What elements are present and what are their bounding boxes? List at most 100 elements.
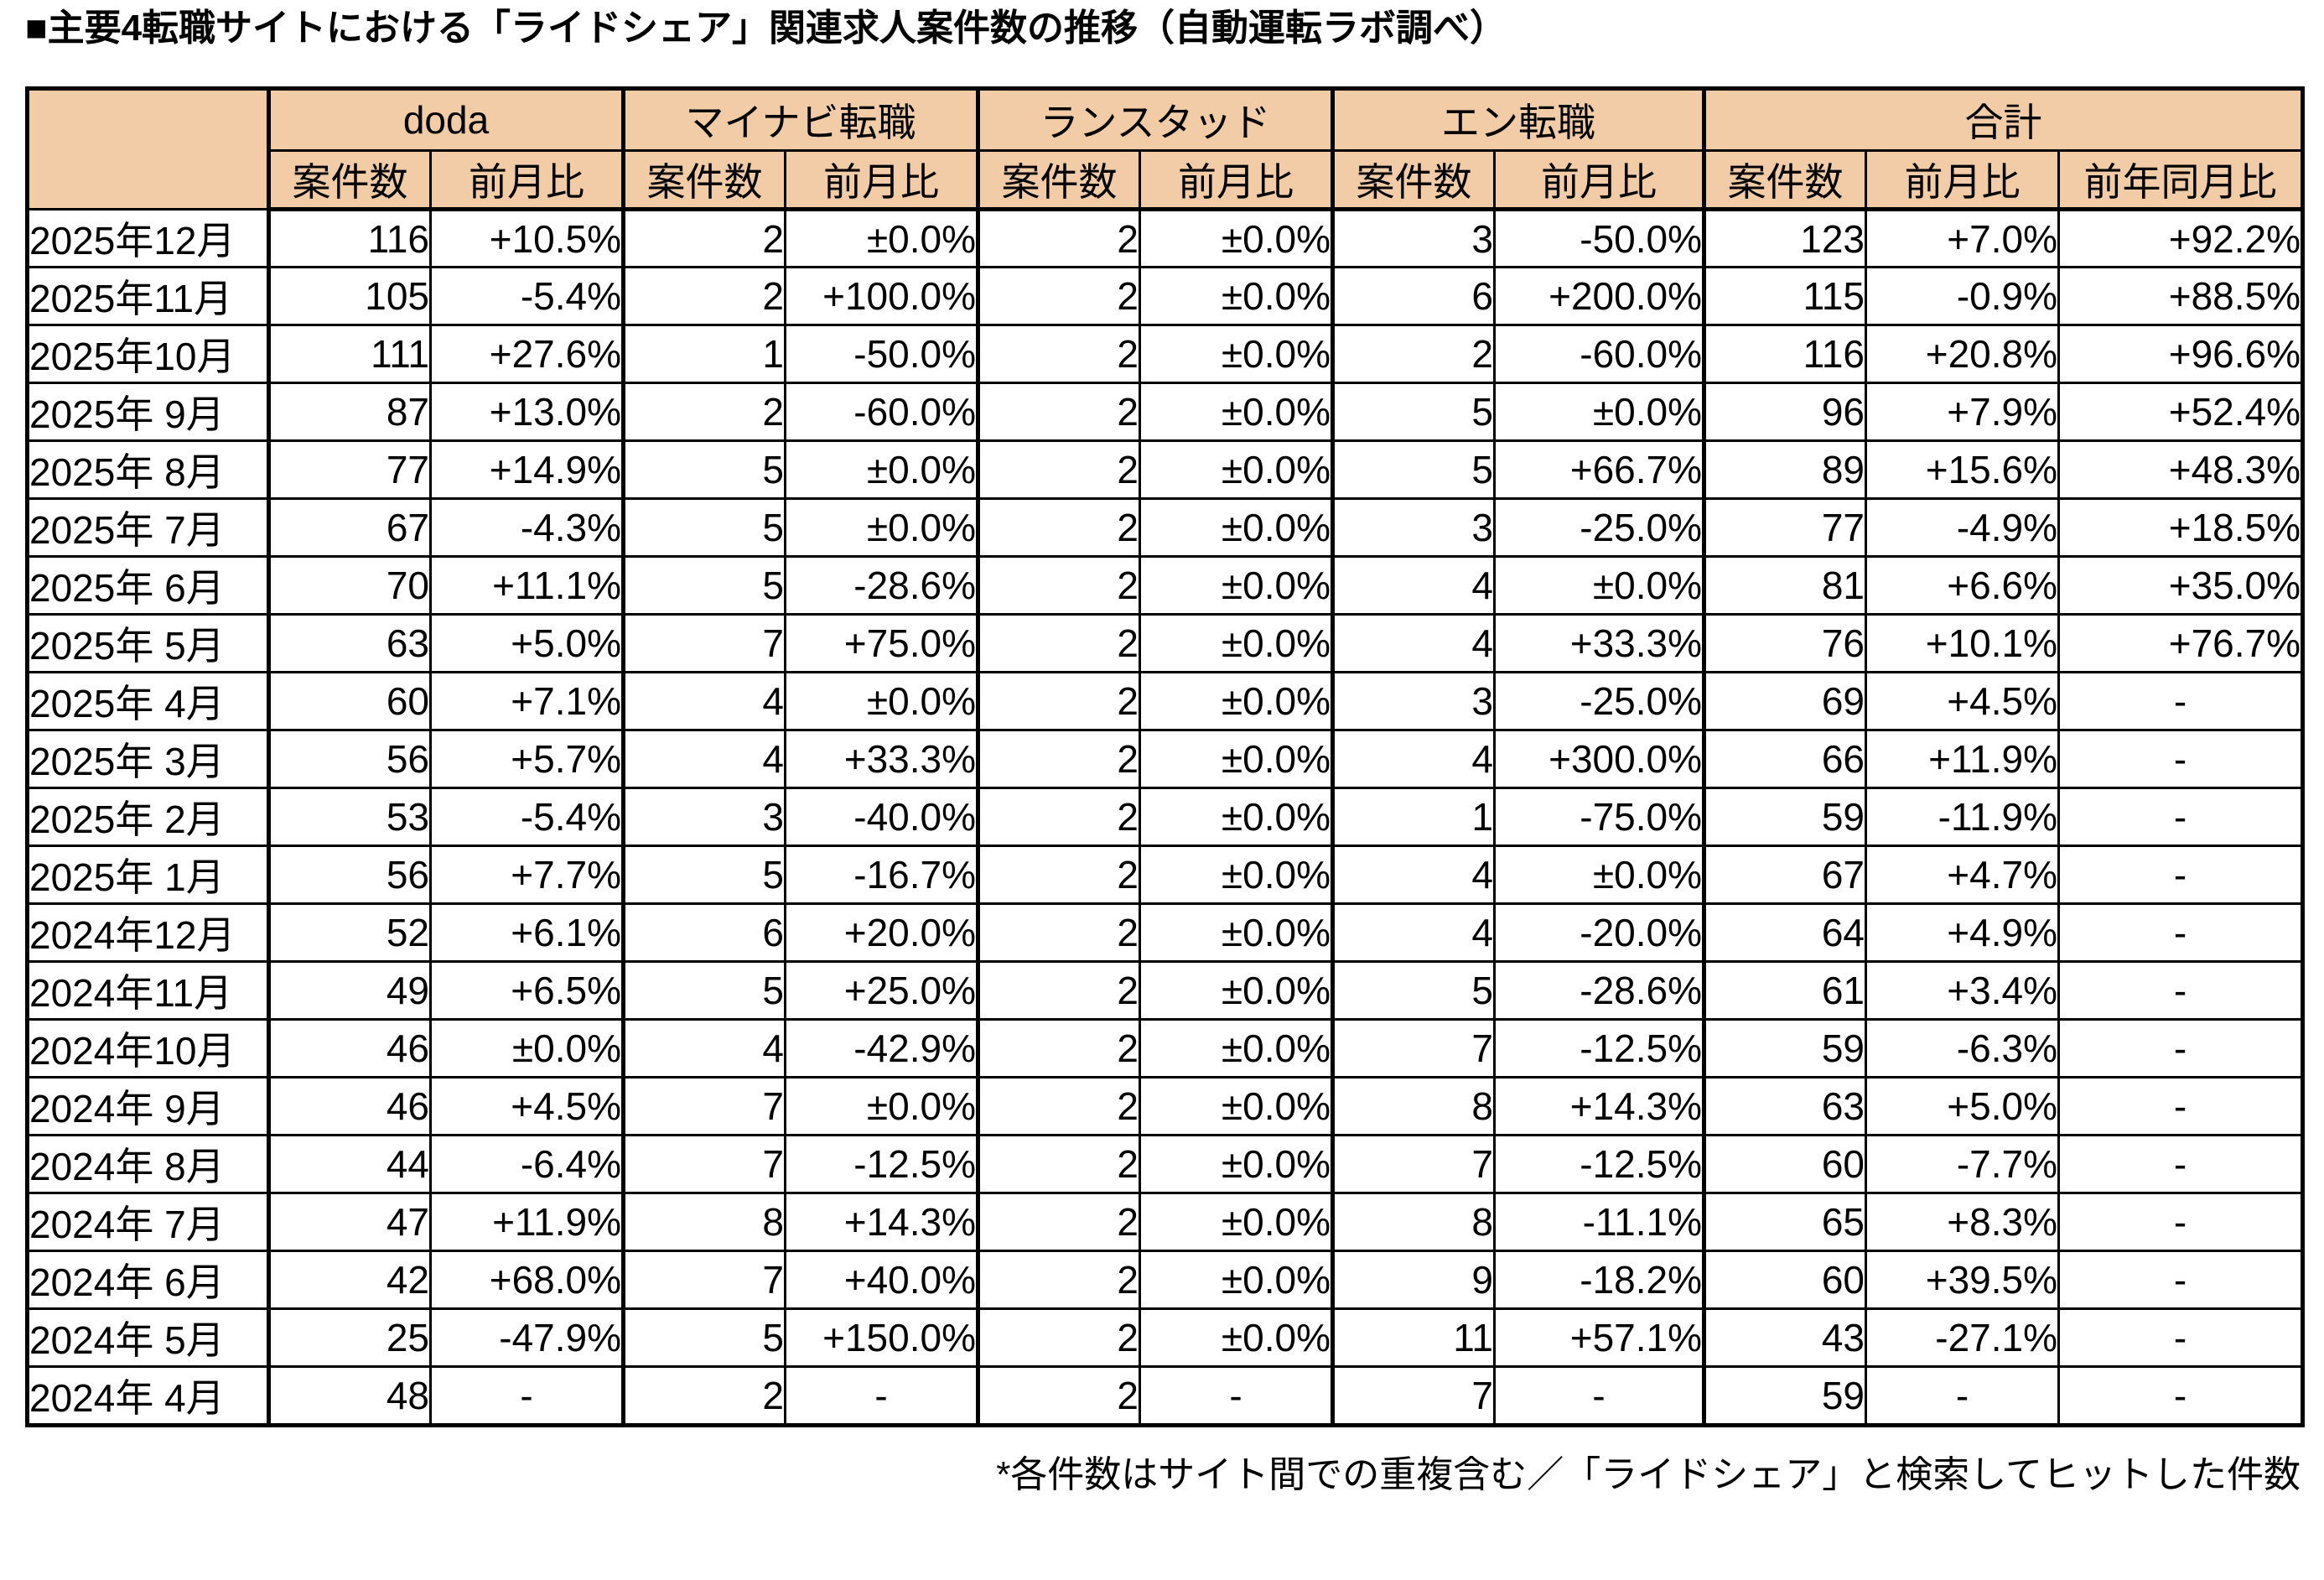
table-row: 2024年 4月 48-2-2-7-59- - — [26, 1365, 2305, 1427]
data-cell: +8.3% — [1865, 1192, 2060, 1252]
table-row: 2024年11月 49 +6.5% 5 +25.0% 2 ±0.0% 5 -28.6% 61 +3.… — [26, 960, 2305, 1021]
data-cell: 6 — [1331, 266, 1496, 326]
data-cell: +11.1% — [429, 555, 625, 616]
data-cell: 11 — [1331, 1307, 1496, 1368]
data-cell: 105 — [267, 266, 432, 326]
data-cell: 67 — [267, 497, 432, 558]
data-cell: 2 — [976, 1192, 1141, 1252]
data-cell: 2 — [976, 1307, 1141, 1368]
data-cell: +7.1% — [429, 671, 625, 731]
data-cell: +4.5% — [429, 1076, 625, 1136]
data-cell: -25.0% — [1493, 671, 1705, 731]
data-cell: ±0.0% — [1139, 439, 1334, 500]
data-cell: 123 — [1702, 208, 1867, 268]
data-cell: 66 — [1702, 729, 1867, 789]
data-cell: -11.9% — [1865, 787, 2060, 847]
month-cell: 2025年 4月 — [26, 671, 270, 731]
data-cell: ±0.0% — [1139, 787, 1334, 847]
data-cell: 7 — [1331, 1134, 1496, 1194]
data-cell: -5.4% — [429, 787, 625, 847]
data-cell: 2 — [976, 497, 1141, 558]
data-cell: ±0.0% — [1139, 729, 1334, 789]
table-row: 2024年 9月 46 +4.5% 7 ±0.0% 2 ±0.0% 8 +14.3% 63 +5.0… — [26, 1076, 2305, 1136]
data-cell: -20.0% — [1493, 902, 1705, 963]
table-row: 2025年11月 105 -5.4% 2 +100.0% 2 ±0.0% 6 +200.0% 11… — [26, 266, 2305, 326]
month-cell: 2024年10月 — [26, 1018, 270, 1078]
data-cell: ±0.0% — [1139, 1134, 1334, 1194]
data-cell: 49 — [267, 960, 432, 1021]
data-cell: 69 — [1702, 671, 1867, 731]
data-cell: -11.1% — [1493, 1192, 1705, 1252]
data-cell: +25.0% — [784, 960, 979, 1021]
data-cell: -42.9% — [784, 1018, 979, 1078]
data-cell: - — [1139, 1365, 1334, 1427]
data-cell: 8 — [621, 1192, 786, 1252]
data-cell: -60.0% — [784, 382, 979, 442]
data-cell: 1 — [1331, 787, 1496, 847]
data-cell: +100.0% — [784, 266, 979, 326]
table-body: 2025年12月 116 +10.5% 2 ±0.0% 2 ±0.0% 3 -50.0% 123 +… — [26, 208, 2305, 1427]
data-cell: 60 — [1702, 1134, 1867, 1194]
footnote: *各件数はサイト間での重複含む／「ライドシェア」と検索してヒットした件数 — [996, 1454, 2301, 1495]
data-cell: -7.7% — [1865, 1134, 2060, 1194]
data-cell: 4 — [1331, 555, 1496, 616]
data-cell: ±0.0% — [1139, 1018, 1334, 1078]
table-row: 2025年 8月 77 +14.9% 5 ±0.0% 2 ±0.0% 5 +66.7% 89 +15… — [26, 439, 2305, 500]
data-cell: 59 — [1702, 1365, 1867, 1427]
data-cell: 5 — [621, 555, 786, 616]
data-cell: 7 — [621, 613, 786, 673]
data-cell: 7 — [621, 1134, 786, 1194]
data-cell: +18.5% — [2057, 497, 2305, 558]
col-header: 前月比 — [1139, 149, 1334, 211]
data-cell: ±0.0% — [784, 439, 979, 500]
month-cell: 2024年 6月 — [26, 1250, 270, 1310]
data-cell: 2 — [976, 1250, 1141, 1310]
data-cell: 4 — [1331, 902, 1496, 963]
data-cell: 46 — [267, 1076, 432, 1136]
data-cell: ±0.0% — [1139, 266, 1334, 326]
data-cell: ±0.0% — [1139, 497, 1334, 558]
data-cell: 1 — [621, 324, 786, 384]
table-row: 2024年 7月 47 +11.9% 8 +14.3% 2 ±0.0% 8 -11.1% 65 +8… — [26, 1192, 2305, 1252]
data-cell: -12.5% — [1493, 1018, 1705, 1078]
page-title: ■主要4転職サイトにおける「ライドシェア」関連求人案件数の推移（自動運転ラボ調べ… — [25, 8, 1507, 49]
table-row: 2025年 7月 67 -4.3% 5 ±0.0% 2 ±0.0% 3 -25.0% 77 -4.9… — [26, 497, 2305, 558]
data-cell: - — [1493, 1365, 1705, 1427]
month-cell: 2025年 6月 — [26, 555, 270, 616]
data-cell: 116 — [267, 208, 432, 268]
data-cell: ±0.0% — [429, 1018, 625, 1078]
data-cell: 4 — [621, 729, 786, 789]
data-cell: -12.5% — [1493, 1134, 1705, 1194]
data-cell: +5.0% — [429, 613, 625, 673]
month-cell: 2024年 4月 — [26, 1365, 270, 1427]
data-cell: 2 — [976, 266, 1141, 326]
data-cell: +20.0% — [784, 902, 979, 963]
data-cell: 2 — [976, 382, 1141, 442]
data-cell: 64 — [1702, 902, 1867, 963]
data-cell: - — [1865, 1365, 2060, 1427]
data-cell: - — [2057, 1134, 2305, 1194]
data-cell: +11.9% — [429, 1192, 625, 1252]
data-cell: 2 — [621, 382, 786, 442]
data-cell: 96 — [1702, 382, 1867, 442]
data-cell: +6.6% — [1865, 555, 2060, 616]
data-cell: -60.0% — [1493, 324, 1705, 384]
col-header: 案件数 — [267, 149, 432, 211]
data-cell: ±0.0% — [1139, 1192, 1334, 1252]
data-cell: 60 — [267, 671, 432, 731]
data-cell: -40.0% — [784, 787, 979, 847]
data-cell: - — [2057, 1192, 2305, 1252]
month-cell: 2024年 9月 — [26, 1076, 270, 1136]
data-cell: -25.0% — [1493, 497, 1705, 558]
data-cell: - — [2057, 1076, 2305, 1136]
table-row: 2025年10月 111 +27.6% 1 -50.0% 2 ±0.0% 2 -60.0% 116… — [26, 324, 2305, 384]
data-cell: -50.0% — [1493, 208, 1705, 268]
col-header: 案件数 — [1331, 149, 1496, 211]
data-cell: 5 — [621, 497, 786, 558]
data-cell: 2 — [621, 1365, 786, 1427]
data-cell: -0.9% — [1865, 266, 2060, 326]
data-cell: 70 — [267, 555, 432, 616]
data-cell: +14.3% — [784, 1192, 979, 1252]
data-cell: +27.6% — [429, 324, 625, 384]
data-cell: 2 — [976, 1365, 1141, 1427]
